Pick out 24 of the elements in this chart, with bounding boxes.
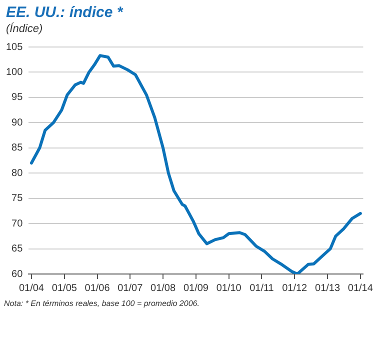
x-tick-label: 01/07 (118, 282, 144, 294)
x-tick-label: 01/04 (18, 282, 44, 294)
x-tick-label: 01/12 (282, 282, 308, 294)
y-tick-label: 90 (12, 117, 24, 128)
y-tick-label: 85 (12, 142, 24, 154)
x-tick-label: 01/10 (216, 282, 242, 294)
x-tick-label: 01/05 (52, 282, 78, 294)
y-tick-label: 65 (12, 244, 24, 255)
chart-subtitle: (Índice) (6, 23, 44, 35)
x-tick-label: 01/06 (84, 282, 110, 294)
y-tick-label: 100 (6, 66, 24, 78)
text: Nota: * En términos reales, base 100 = promedio 2006. (4, 299, 200, 308)
x-tick-label: 01/11 (250, 282, 274, 294)
x-tick-label: 01/14 (348, 282, 374, 294)
y-tick-label: 60 (12, 268, 24, 280)
y-tick-label: 105 (6, 42, 24, 53)
chart-title: EE. UU.: índice * (6, 4, 124, 21)
y-tick-label: 70 (12, 218, 24, 230)
x-tick-label: 01/09 (183, 282, 209, 294)
x-tick-label: 01/13 (315, 282, 340, 294)
x-tick-label: 01/08 (150, 282, 176, 294)
y-tick-label: 95 (12, 92, 24, 104)
y-tick-label: 80 (12, 168, 24, 179)
y-tick-label: 75 (12, 193, 24, 204)
